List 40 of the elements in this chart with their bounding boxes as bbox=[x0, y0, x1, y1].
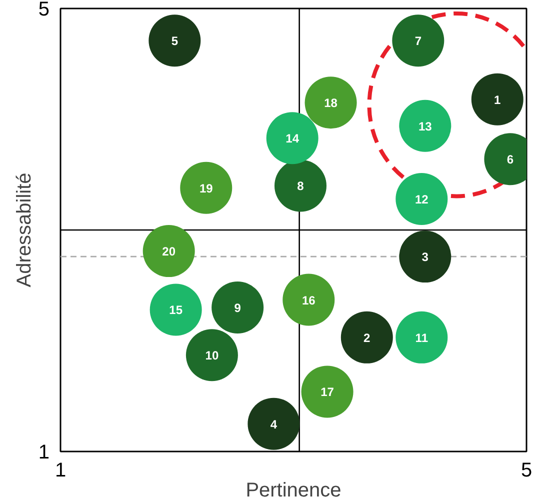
point bbox=[304, 76, 357, 129]
point bbox=[282, 274, 335, 326]
series-label: 5 bbox=[171, 34, 178, 48]
series-label: 8 bbox=[297, 179, 304, 194]
series-label: 15 bbox=[169, 303, 183, 318]
point bbox=[396, 311, 448, 364]
y-axis-title: Adressabilité bbox=[13, 172, 36, 288]
point bbox=[186, 329, 238, 382]
point bbox=[392, 14, 444, 67]
point bbox=[266, 112, 318, 164]
series-label: 11 bbox=[415, 330, 428, 345]
series-label: 2 bbox=[364, 330, 371, 345]
series-label: 9 bbox=[234, 301, 242, 316]
series-label: 3 bbox=[422, 250, 429, 264]
point bbox=[396, 173, 448, 225]
series-label: 19 bbox=[199, 181, 214, 196]
series-label: 10 bbox=[205, 348, 219, 363]
point bbox=[471, 73, 524, 126]
series-label: 14 bbox=[286, 132, 300, 146]
point bbox=[148, 14, 201, 67]
series-label: 12 bbox=[414, 192, 429, 206]
series-label: 4 bbox=[270, 417, 278, 432]
point bbox=[150, 284, 202, 336]
series-label: 16 bbox=[302, 293, 316, 308]
series-label: 20 bbox=[162, 244, 176, 259]
point bbox=[274, 160, 326, 212]
point bbox=[180, 162, 232, 214]
point bbox=[399, 230, 452, 283]
point bbox=[248, 398, 300, 450]
series-label: 1 bbox=[494, 92, 502, 107]
point bbox=[142, 225, 195, 277]
series-label: 13 bbox=[418, 119, 432, 134]
series-label: 7 bbox=[414, 34, 422, 48]
point bbox=[340, 311, 393, 364]
x-axis-title: Pertinence bbox=[246, 480, 342, 502]
series-label: 17 bbox=[320, 385, 334, 400]
series-label: 18 bbox=[324, 96, 338, 110]
point bbox=[212, 282, 264, 334]
point bbox=[301, 366, 354, 418]
series-label: 6 bbox=[506, 152, 514, 167]
